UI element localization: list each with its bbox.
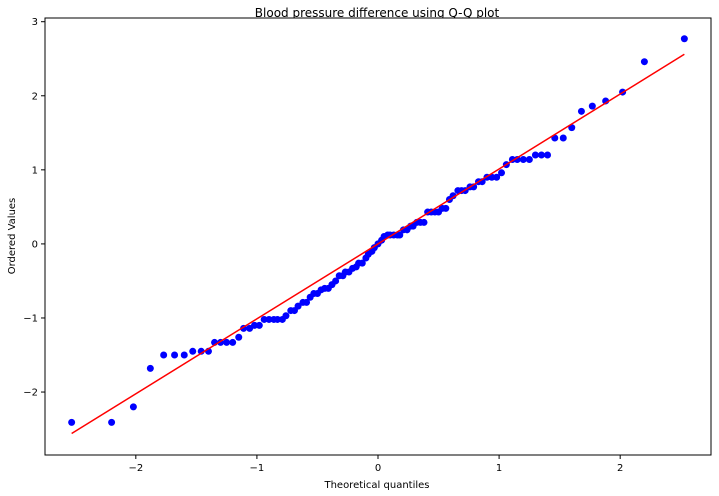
x-axis-title: Theoretical quantiles xyxy=(323,480,429,491)
data-point xyxy=(223,338,231,346)
data-point xyxy=(129,403,137,411)
y-tick-label: 0 xyxy=(32,239,38,250)
chart-title: Blood pressure difference using Q-Q plot xyxy=(255,6,500,20)
data-point xyxy=(332,277,340,285)
data-point xyxy=(498,169,506,177)
data-point xyxy=(273,315,281,323)
data-point xyxy=(160,351,168,359)
y-tick-label: −2 xyxy=(23,388,38,399)
data-point xyxy=(442,204,450,212)
data-point xyxy=(255,321,263,329)
data-point xyxy=(537,151,545,159)
data-point xyxy=(171,351,179,359)
data-point xyxy=(531,151,539,159)
data-point xyxy=(525,155,533,163)
x-tick-label: −1 xyxy=(250,463,265,474)
data-point xyxy=(235,333,243,341)
fit-line xyxy=(71,53,685,435)
y-tick-label: 1 xyxy=(32,165,38,176)
data-point xyxy=(265,315,273,323)
data-point xyxy=(229,338,237,346)
data-point xyxy=(189,347,197,355)
data-point xyxy=(396,231,404,239)
data-point xyxy=(544,151,552,159)
y-tick-label: −1 xyxy=(23,313,38,324)
data-point xyxy=(488,173,496,181)
data-point xyxy=(493,173,501,181)
data-point xyxy=(680,35,688,43)
data-point xyxy=(282,312,290,320)
y-axis: −2 −1 0 1 2 3 xyxy=(23,17,45,399)
data-point xyxy=(513,155,521,163)
data-point xyxy=(588,102,596,110)
data-point xyxy=(559,134,567,142)
data-point xyxy=(294,302,302,310)
x-tick-label: 0 xyxy=(375,463,381,474)
data-point xyxy=(577,107,585,115)
y-tick-label: 2 xyxy=(32,91,38,102)
y-axis-title: Ordered Values xyxy=(7,198,18,275)
data-point xyxy=(303,298,311,306)
y-tick-label: 3 xyxy=(32,17,38,28)
data-point xyxy=(358,259,366,267)
data-point xyxy=(449,192,457,200)
data-point xyxy=(640,58,648,66)
x-tick-label: 1 xyxy=(496,463,502,474)
x-axis: −2 −1 0 1 2 xyxy=(128,455,623,474)
data-point xyxy=(68,418,76,426)
data-point xyxy=(108,418,116,426)
plot-area xyxy=(44,17,712,456)
data-point xyxy=(519,155,527,163)
data-point xyxy=(250,321,258,329)
x-tick-label: −2 xyxy=(128,463,143,474)
data-point xyxy=(146,364,154,372)
data-point xyxy=(420,218,428,226)
x-tick-label: 2 xyxy=(617,463,623,474)
data-point xyxy=(260,315,268,323)
data-point xyxy=(180,351,188,359)
